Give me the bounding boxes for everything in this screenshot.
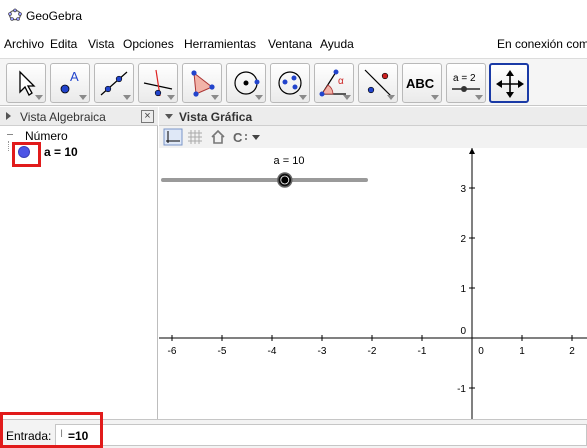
polygon-icon: [191, 70, 215, 97]
graphics-view-title: Vista Gráfica: [179, 110, 253, 124]
x-tick-label: -4: [268, 346, 277, 357]
line-icon: [100, 71, 128, 96]
tool-reflect[interactable]: [358, 63, 398, 103]
category-label: Número: [25, 129, 68, 143]
algebra-view: Vista Algebraica × Número a = 10: [0, 107, 158, 419]
tool-angle[interactable]: α: [314, 63, 354, 103]
y-tick-label: 0: [460, 326, 466, 337]
input-bar: Entrada: I =10: [0, 412, 587, 448]
reflect-icon: [364, 69, 392, 97]
point-capturing-dropdown-icon[interactable]: C: [231, 128, 265, 146]
title-bar: GeoGebra: [0, 0, 587, 32]
x-tick-label: -3: [318, 346, 327, 357]
y-axis-arrow-icon: [469, 148, 475, 154]
tree-connector: [8, 141, 9, 151]
input-label: Entrada:: [6, 429, 52, 443]
y-tick-label: 2: [460, 234, 466, 245]
graphics-view: Vista Gráfica C -6 -5 -4 -3 -2 -1 0 1 2 3 2 1 0 -1 a …: [159, 107, 587, 419]
tool-line[interactable]: [94, 63, 134, 103]
tool-point[interactable]: A: [50, 63, 90, 103]
menu-vista[interactable]: Vista: [88, 37, 115, 51]
collapse-arrow-icon[interactable]: [6, 112, 11, 120]
y-tick-label: -1: [457, 384, 466, 395]
connection-status[interactable]: En conexión com: [496, 37, 587, 51]
tool-menu-arrow-icon: [167, 95, 175, 100]
tool-menu-arrow-icon: [431, 95, 439, 100]
menu-opciones[interactable]: Opciones: [123, 37, 174, 51]
text-icon: ABC: [406, 76, 435, 91]
slider-knob-center: [280, 175, 290, 185]
tool-circle-three-points[interactable]: [270, 63, 310, 103]
tool-menu-arrow-icon: [475, 95, 483, 100]
visibility-toggle-icon[interactable]: [18, 146, 30, 158]
x-tick-label: 0: [478, 346, 484, 357]
tool-menu-arrow-icon: [35, 95, 43, 100]
graphics-canvas[interactable]: -6 -5 -4 -3 -2 -1 0 1 2 3 2 1 0 -1 a = 10: [159, 148, 587, 419]
tool-circle-center[interactable]: [226, 63, 266, 103]
collapse-arrow-icon[interactable]: [165, 114, 173, 119]
slider-glyph: a = 2: [453, 73, 476, 84]
algebra-object-label[interactable]: a = 10: [44, 145, 78, 159]
angle-icon: α: [319, 69, 346, 97]
close-icon[interactable]: ×: [141, 110, 154, 123]
menu-archivo[interactable]: Archivo: [4, 37, 45, 51]
grid-toggle-icon[interactable]: [186, 128, 204, 146]
menu-ayuda[interactable]: Ayuda: [320, 37, 354, 51]
x-tick-label: -5: [218, 346, 227, 357]
slider-icon: a = 2: [452, 73, 480, 92]
x-tick-label: 1: [519, 346, 525, 357]
home-icon[interactable]: [209, 128, 227, 146]
tool-menu-arrow-icon: [255, 95, 263, 100]
menu-edita[interactable]: Edita: [50, 37, 78, 51]
algebra-view-title: Vista Algebraica: [20, 110, 106, 124]
circle-center-point-icon: [234, 71, 260, 95]
tool-menu-arrow-icon: [387, 95, 395, 100]
algebra-view-header: Vista Algebraica ×: [0, 107, 158, 126]
tree-collapse-icon[interactable]: [7, 134, 13, 135]
point-icon: A: [60, 69, 79, 94]
toolbar: A: [0, 58, 587, 106]
move-arrow-icon: [19, 70, 36, 96]
input-value: =10: [68, 429, 89, 443]
circle-three-points-icon: [278, 71, 302, 95]
tool-text[interactable]: ABC: [402, 63, 442, 103]
y-tick-label: 3: [460, 184, 466, 195]
tool-menu-arrow-icon: [299, 95, 307, 100]
move-graphics-view-icon: [496, 70, 524, 98]
input-field[interactable]: I =10: [55, 424, 587, 446]
axes-toggle-icon[interactable]: [163, 128, 183, 146]
x-tick-label: 2: [569, 346, 575, 357]
y-tick-label: 1: [460, 284, 466, 295]
tool-menu-arrow-icon: [211, 95, 219, 100]
tool-perpendicular[interactable]: [138, 63, 178, 103]
tool-move-graphics-view[interactable]: [489, 63, 529, 103]
tool-menu-arrow-icon: [343, 95, 351, 100]
highlight-annotation: [0, 412, 103, 448]
text-cursor: I: [60, 428, 64, 440]
menu-ventana[interactable]: Ventana: [268, 37, 313, 51]
angle-glyph: α: [338, 76, 344, 87]
tool-menu-arrow-icon: [79, 95, 87, 100]
svg-text:C: C: [233, 130, 243, 145]
tool-polygon[interactable]: [182, 63, 222, 103]
point-glyph: A: [70, 69, 79, 84]
menu-bar: Archivo Edita Vista Opciones Herramienta…: [0, 34, 587, 54]
slider-label: a = 10: [274, 155, 305, 167]
x-tick-label: -6: [168, 346, 177, 357]
geogebra-logo-icon: [8, 8, 22, 21]
tool-slider[interactable]: a = 2: [446, 63, 486, 103]
menu-herramientas[interactable]: Herramientas: [184, 37, 257, 51]
highlight-annotation: [12, 142, 41, 167]
perpendicular-line-icon: [143, 69, 173, 97]
graphics-view-header: Vista Gráfica: [159, 107, 587, 126]
tool-menu-arrow-icon: [123, 95, 131, 100]
text-glyph: ABC: [406, 76, 435, 91]
window-title: GeoGebra: [26, 9, 83, 23]
style-bar: C: [159, 126, 587, 148]
tool-move[interactable]: [6, 63, 46, 103]
x-tick-label: -2: [368, 346, 377, 357]
x-tick-label: -1: [418, 346, 427, 357]
